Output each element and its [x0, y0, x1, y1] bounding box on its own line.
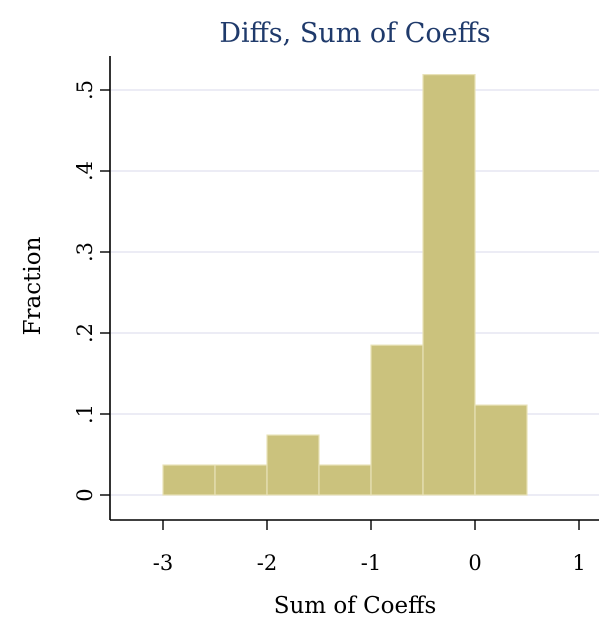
- y-tick-label-3: .3: [73, 242, 97, 262]
- y-tick-label-1: .1: [73, 404, 97, 424]
- histogram-bar-6: [422, 74, 476, 496]
- y-tick-label-2: .2: [73, 323, 97, 343]
- y-axis-ticks: 0 .1 .2 .3 .4 .5: [73, 80, 110, 502]
- x-tick-label-0: -3: [153, 551, 173, 575]
- x-axis-ticks: -3 -2 -1 0 1: [153, 520, 586, 575]
- histogram-bar-5: [370, 344, 424, 496]
- x-tick-label-3: 0: [468, 551, 481, 575]
- y-tick-label-5: .5: [73, 80, 97, 100]
- histogram-bar-1: [162, 464, 216, 496]
- x-axis-label: Sum of Coeffs: [274, 593, 437, 618]
- y-tick-label-0: 0: [73, 488, 97, 501]
- histogram-bar-2: [214, 464, 268, 496]
- histogram-bar-4: [318, 464, 372, 496]
- bars: [162, 74, 528, 496]
- y-axis-label: Fraction: [20, 236, 46, 335]
- histogram-bar-7: [474, 404, 528, 496]
- y-tick-label-4: .4: [73, 161, 97, 181]
- x-tick-label-2: -1: [361, 551, 381, 575]
- x-tick-label-1: -2: [257, 551, 277, 575]
- histogram-bar-3: [266, 434, 320, 496]
- x-tick-label-4: 1: [572, 551, 585, 575]
- chart-title: Diffs, Sum of Coeffs: [219, 18, 490, 49]
